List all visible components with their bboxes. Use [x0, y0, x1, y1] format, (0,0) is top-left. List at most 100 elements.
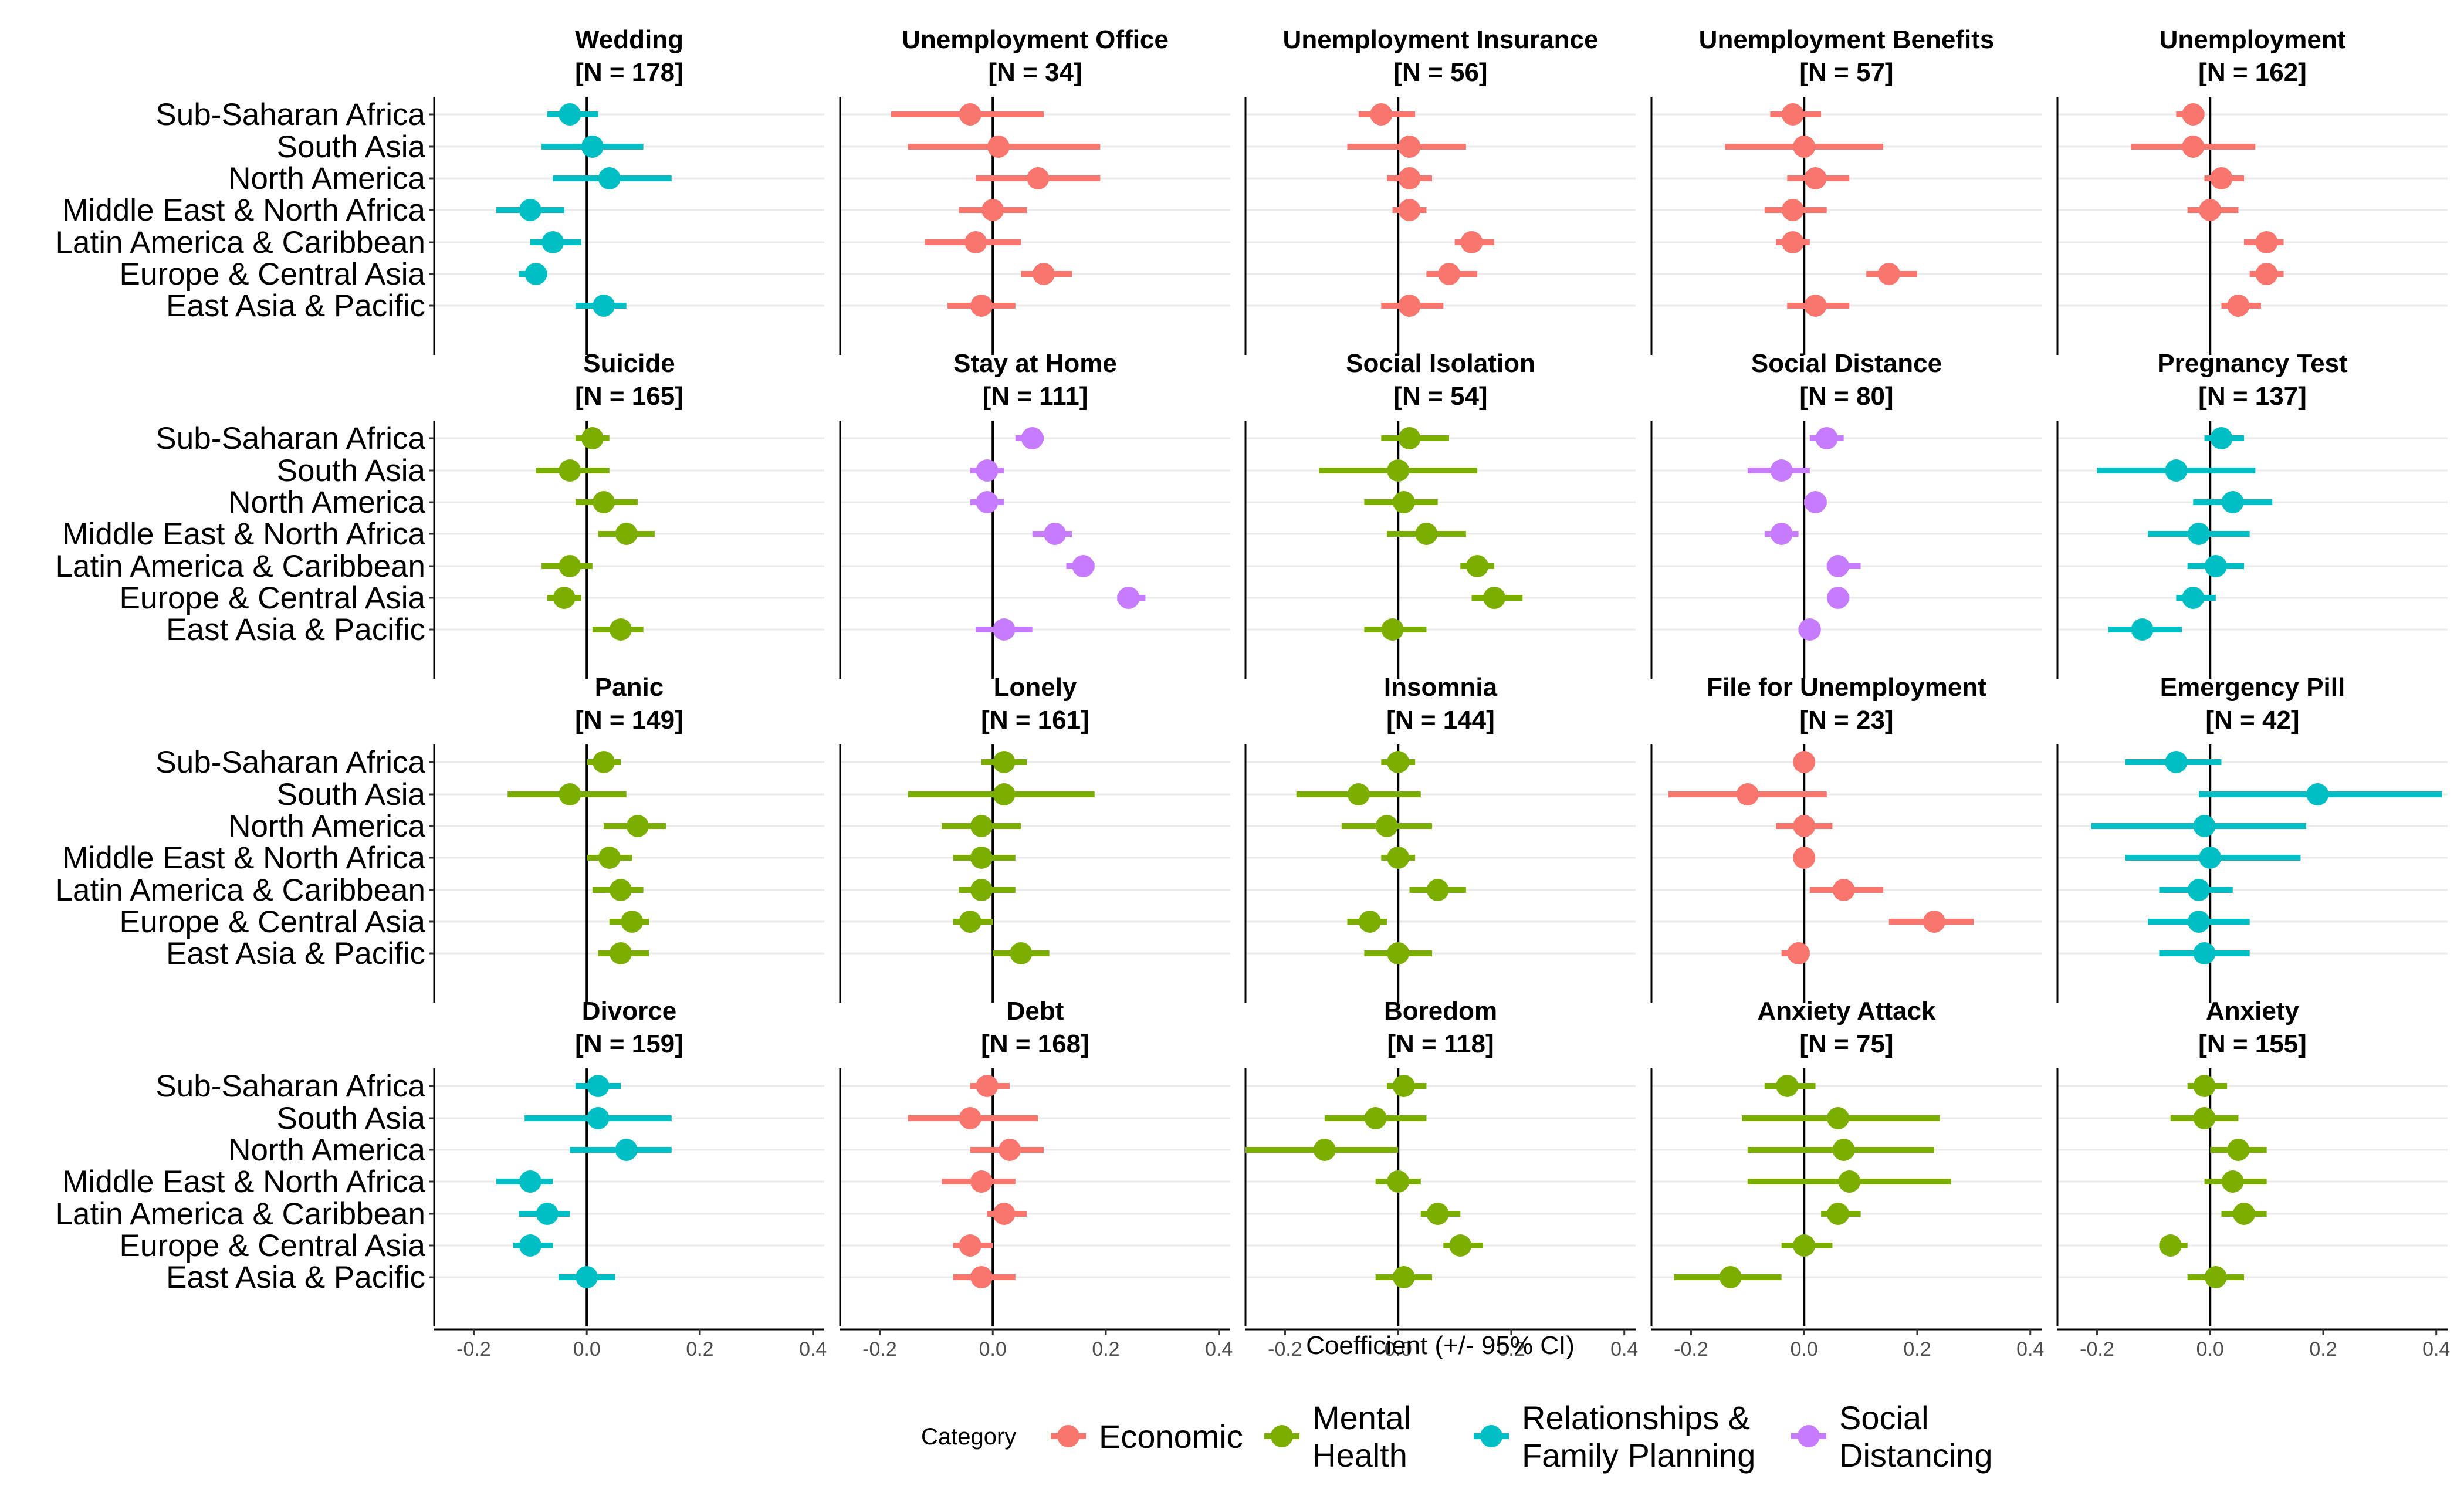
- legend-item-economic: Economic: [1051, 1418, 1243, 1455]
- region-label-europe-central-asia: Europe & Central Asia: [120, 581, 426, 615]
- facet-n-label: [N = 56]: [1393, 58, 1487, 87]
- estimate-point-europe-central-asia: [1827, 587, 1850, 609]
- estimate-point-north-america: [2210, 167, 2233, 189]
- facet-title: Social Distance: [1751, 349, 1942, 378]
- facet-n-label: [N = 54]: [1393, 382, 1487, 411]
- x-tick-label: 0.2: [1092, 1338, 1119, 1360]
- region-label-east-asia-pacific: East Asia & Pacific: [166, 936, 425, 971]
- region-label-europe-central-asia: Europe & Central Asia: [120, 257, 426, 292]
- facet-n-label: [N = 111]: [983, 382, 1088, 411]
- region-label-south-asia: South Asia: [277, 453, 426, 488]
- estimate-point-east-asia-pacific: [993, 618, 1016, 641]
- facet-n-label: [N = 178]: [575, 58, 683, 87]
- x-tick-label: 0.2: [1497, 1338, 1525, 1360]
- estimate-point-sub-saharan-africa: [2193, 1075, 2216, 1097]
- estimate-point-europe-central-asia: [2255, 263, 2278, 285]
- region-label-sub-saharan-africa: Sub-Saharan Africa: [155, 421, 425, 456]
- region-label-europe-central-asia: Europe & Central Asia: [120, 905, 426, 939]
- estimate-point-north-america: [1804, 167, 1827, 189]
- facet-title: Divorce: [582, 997, 676, 1025]
- estimate-point-latin-america-caribbean: [536, 1203, 559, 1225]
- facet-n-label: [N = 137]: [2198, 382, 2307, 411]
- estimate-point-east-asia-pacific: [2131, 618, 2154, 641]
- region-label-north-america: North America: [228, 1133, 425, 1167]
- estimate-point-sub-saharan-africa: [959, 103, 981, 126]
- estimate-point-middle-east-north-africa: [598, 847, 621, 869]
- region-label-latin-america-caribbean: Latin America & Caribbean: [56, 873, 425, 908]
- estimate-point-europe-central-asia: [1359, 911, 1382, 933]
- estimate-point-latin-america-caribbean: [1426, 1203, 1449, 1225]
- facet-panel-unemployment-insurance: Unemployment Insurance [N = 56]: [1244, 25, 1636, 355]
- estimate-point-latin-america-caribbean: [2255, 231, 2278, 253]
- facet-n-label: [N = 168]: [981, 1030, 1089, 1058]
- legend-label: Family Planning: [1522, 1437, 1755, 1474]
- facet-title: Pregnancy Test: [2157, 349, 2348, 378]
- estimate-point-south-asia: [987, 136, 1010, 158]
- estimate-point-europe-central-asia: [1449, 1234, 1472, 1257]
- region-label-middle-east-north-africa: Middle East & North Africa: [62, 193, 425, 228]
- facet-n-label: [N = 57]: [1799, 58, 1893, 87]
- facet-panel-boredom: Boredom [N = 118] -0.2 0.0 0.2 0.4: [1244, 997, 1638, 1360]
- facet-n-label: [N = 159]: [575, 1030, 683, 1058]
- estimate-point-south-asia: [559, 783, 581, 805]
- facet-title: Panic: [595, 673, 664, 702]
- estimate-point-south-asia: [1398, 136, 1421, 158]
- estimate-point-south-asia: [2182, 136, 2205, 158]
- estimate-point-sub-saharan-africa: [587, 1075, 610, 1097]
- estimate-point-middle-east-north-africa: [1793, 847, 1816, 869]
- facet-title: Social Isolation: [1346, 349, 1535, 378]
- estimate-point-north-america: [1832, 1139, 1855, 1161]
- facet-n-label: [N = 161]: [981, 706, 1089, 735]
- estimate-point-middle-east-north-africa: [2187, 523, 2210, 545]
- facet-panel-unemployment: Unemployment [N = 162]: [2056, 25, 2448, 355]
- x-tick-label: 0.4: [1610, 1338, 1638, 1360]
- estimate-point-sub-saharan-africa: [2182, 103, 2205, 126]
- estimate-point-latin-america-caribbean: [2187, 879, 2210, 901]
- facet-panel-divorce: Divorce [N = 159] Sub-Saharan AfricaSouth …: [56, 997, 827, 1360]
- legend-key-point: [1271, 1425, 1293, 1447]
- estimate-point-latin-america-caribbean: [559, 555, 581, 577]
- estimate-point-latin-america-caribbean: [993, 1203, 1016, 1225]
- estimate-point-europe-central-asia: [1437, 263, 1460, 285]
- estimate-point-east-asia-pacific: [1719, 1266, 1742, 1288]
- estimate-point-east-asia-pacific: [970, 295, 993, 317]
- estimate-point-north-america: [970, 815, 993, 837]
- legend-key-point: [1057, 1425, 1079, 1447]
- region-label-sub-saharan-africa: Sub-Saharan Africa: [155, 1069, 425, 1104]
- estimate-point-latin-america-caribbean: [970, 879, 993, 901]
- estimate-point-south-asia: [2193, 1107, 2216, 1129]
- legend-item-relationships-family-planning: Relationships &Family Planning: [1474, 1399, 1755, 1474]
- estimate-point-europe-central-asia: [1793, 1234, 1816, 1257]
- facet-n-label: [N = 75]: [1799, 1030, 1893, 1058]
- facet-n-label: [N = 149]: [575, 706, 683, 735]
- estimate-point-europe-central-asia: [553, 587, 576, 609]
- estimate-point-middle-east-north-africa: [1398, 199, 1421, 221]
- facet-panel-stay-at-home: Stay at Home [N = 111]: [839, 349, 1230, 679]
- estimate-point-latin-america-caribbean: [610, 879, 632, 901]
- facet-title: File for Unemployment: [1707, 673, 1986, 702]
- estimate-point-sub-saharan-africa: [581, 427, 604, 449]
- x-tick-label: 0.4: [2422, 1338, 2450, 1360]
- estimate-point-europe-central-asia: [621, 911, 644, 933]
- region-label-south-asia: South Asia: [277, 777, 426, 812]
- estimate-point-east-asia-pacific: [2227, 295, 2250, 317]
- region-label-south-asia: South Asia: [277, 1101, 426, 1136]
- facet-n-label: [N = 23]: [1799, 706, 1893, 735]
- facet-panel-file-for-unemployment: File for Unemployment [N = 23]: [1650, 673, 2042, 1003]
- x-tick-label: -0.2: [1268, 1338, 1302, 1360]
- estimate-point-south-asia: [993, 783, 1016, 805]
- estimate-point-europe-central-asia: [2159, 1234, 2182, 1257]
- estimate-point-south-asia: [1364, 1107, 1387, 1129]
- estimate-point-middle-east-north-africa: [519, 199, 541, 221]
- x-tick-label: 0.4: [2016, 1338, 2044, 1360]
- estimate-point-europe-central-asia: [1483, 587, 1506, 609]
- estimate-point-latin-america-caribbean: [2233, 1203, 2256, 1225]
- facet-n-label: [N = 80]: [1799, 382, 1893, 411]
- estimate-point-north-america: [976, 491, 999, 513]
- facet-title: Wedding: [575, 25, 683, 54]
- estimate-point-south-asia: [1347, 783, 1370, 805]
- estimate-point-sub-saharan-africa: [993, 751, 1016, 773]
- estimate-point-north-america: [1027, 167, 1050, 189]
- x-tick-label: -0.2: [862, 1338, 897, 1360]
- facet-panel-debt: Debt [N = 168] -0.2 0.0 0.2 0.4: [839, 997, 1233, 1360]
